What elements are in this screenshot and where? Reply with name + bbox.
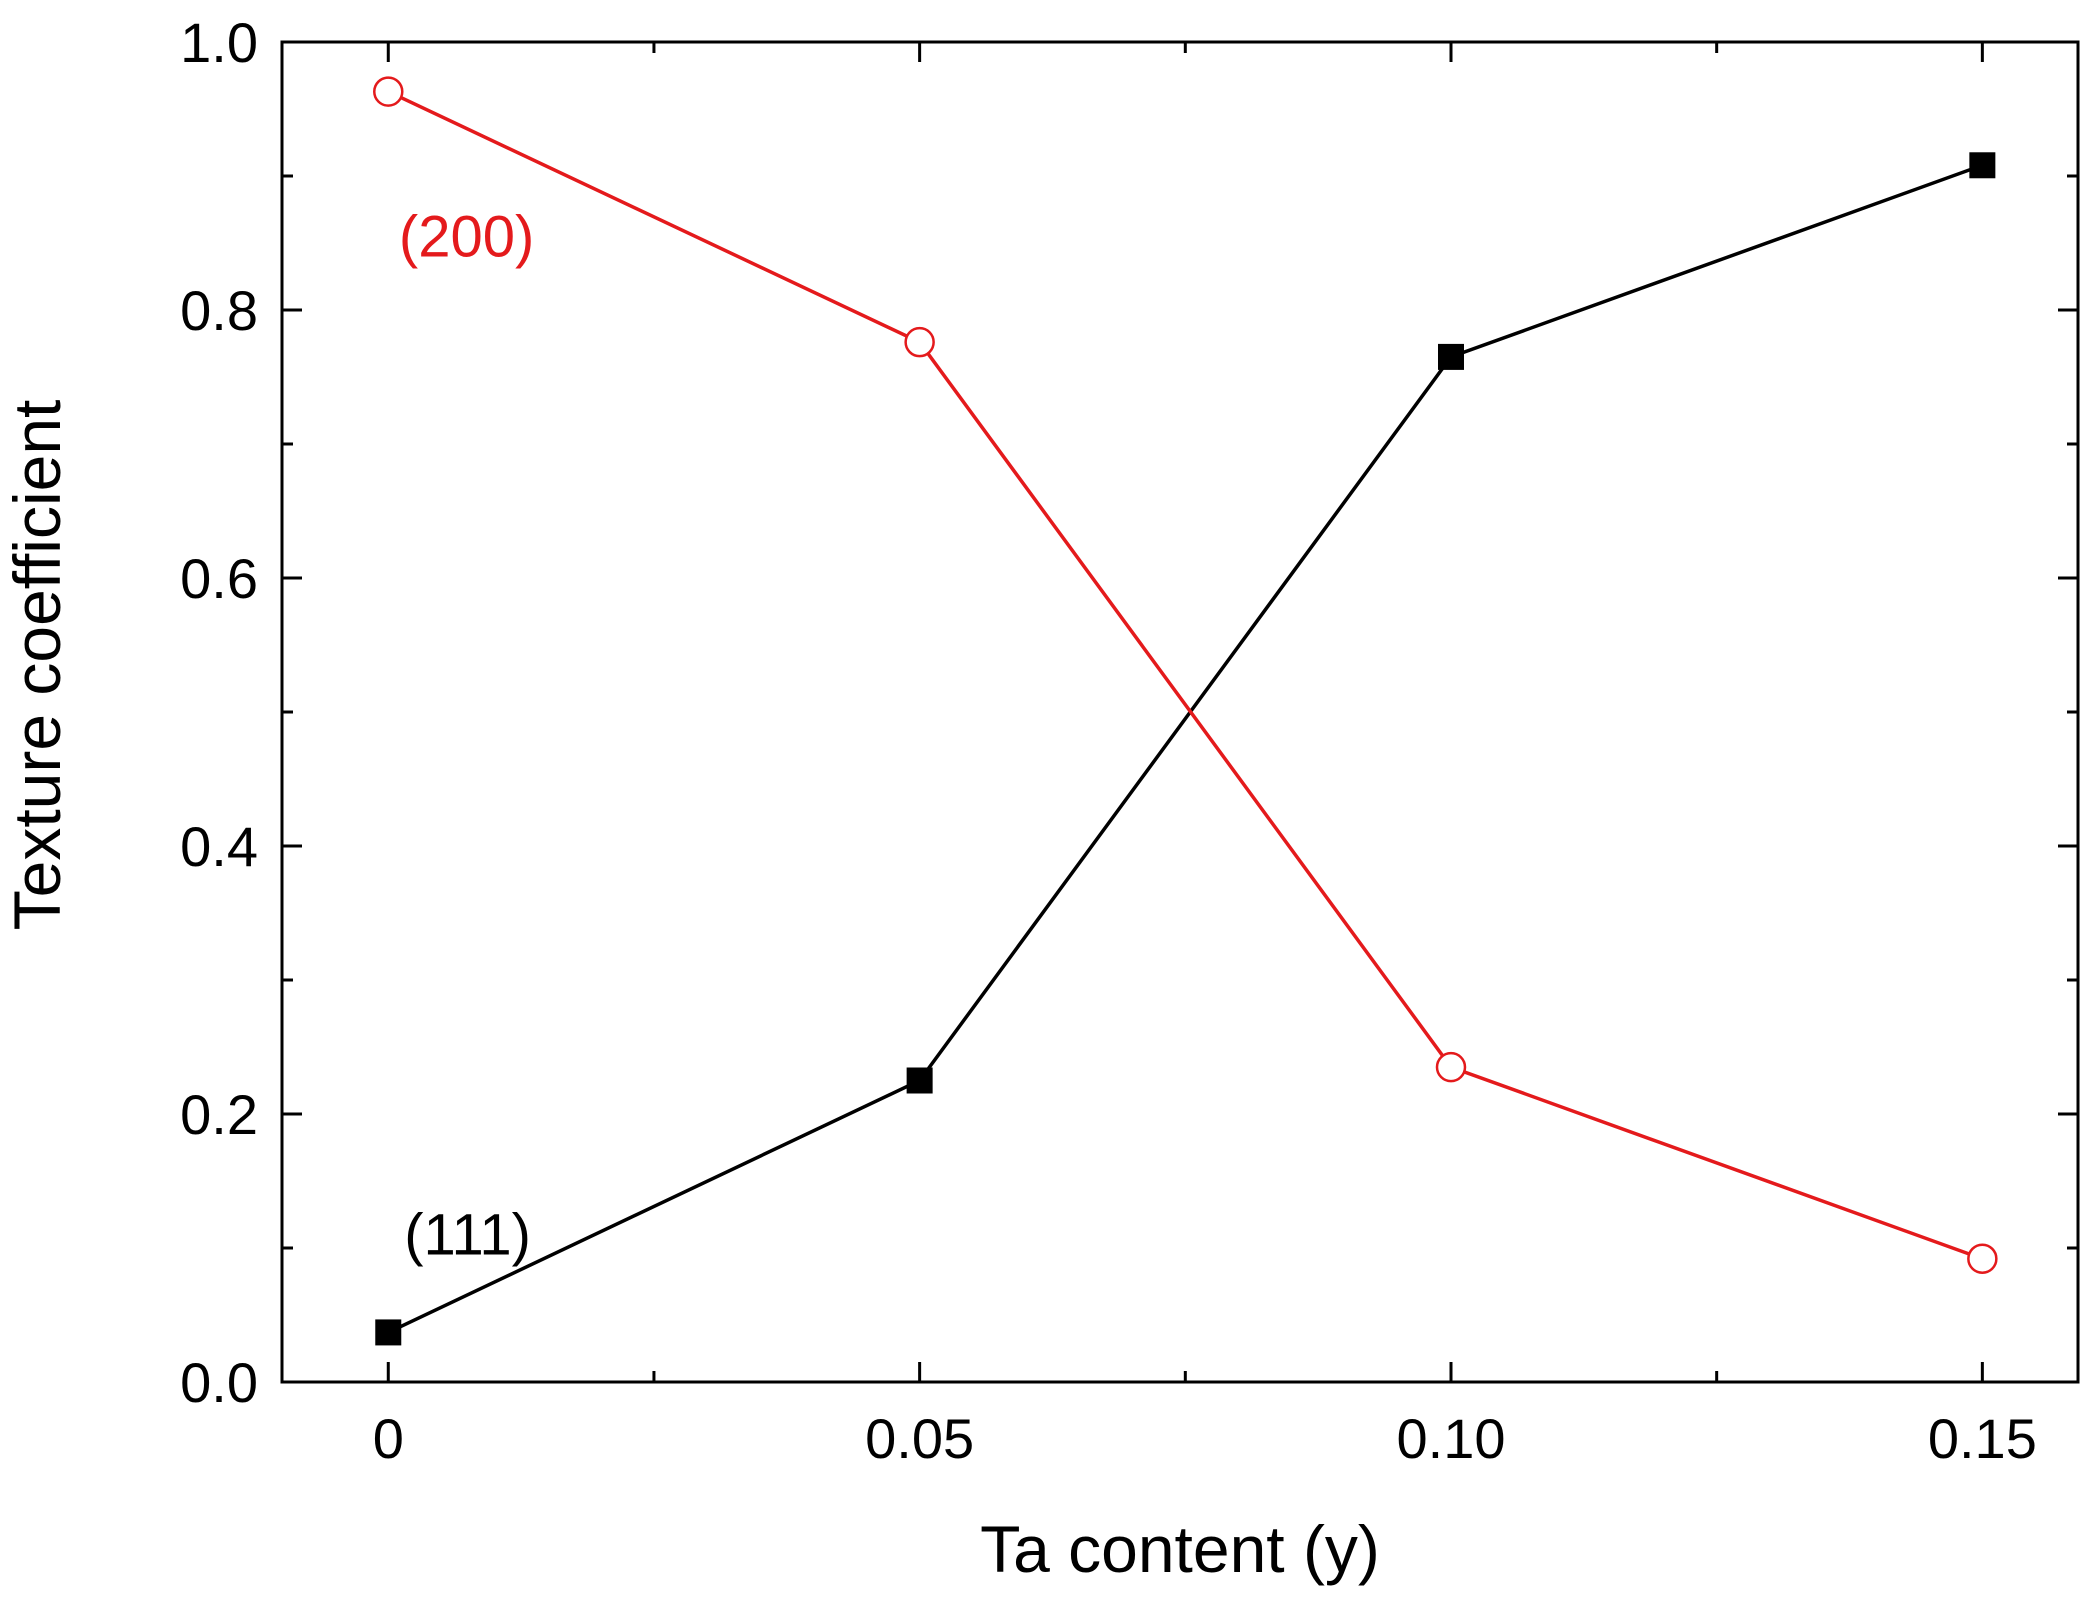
ticks-layer: 0 0.05 0.10 0.15 0.0 0.2 0.4 0.6 0.8 1.0 [180, 11, 2078, 1470]
series-line [387, 89, 1983, 1261]
x-tick-label: 0.10 [1396, 1407, 1505, 1470]
data-point-square [906, 1067, 933, 1094]
y-tick-label: 0.4 [180, 815, 258, 878]
x-tick-label: 0.05 [865, 1407, 974, 1470]
plot-frame [280, 40, 2080, 1384]
series-layer: (111) (200) [373, 76, 1998, 1346]
data-point-square [1969, 152, 1996, 179]
series-line [387, 163, 1983, 1335]
series-1: (200) [373, 76, 1998, 1274]
y-tick-label: 0.0 [180, 1351, 258, 1414]
y-axis-label: Texture coefficient [0, 400, 74, 931]
y-tick-label: 1.0 [180, 11, 258, 74]
x-tick-label: 0 [373, 1407, 404, 1470]
series-label: (200) [399, 204, 534, 269]
y-tick-label: 0.8 [180, 279, 258, 342]
plot-area [280, 40, 2080, 1384]
x-tick-label: 0.15 [1928, 1407, 2037, 1470]
data-point-circle [904, 326, 935, 358]
series-0: (111) [375, 152, 1996, 1346]
data-point-square [375, 1319, 402, 1346]
y-tick-label: 0.6 [180, 547, 258, 610]
data-point-square [1437, 343, 1464, 370]
series-label: (111) [404, 1203, 531, 1268]
data-point-circle [1967, 1243, 1998, 1274]
data-point-circle [1435, 1051, 1467, 1083]
x-axis-label: Ta content (y) [980, 1512, 1380, 1586]
data-point-circle [373, 76, 404, 107]
y-tick-label: 0.2 [180, 1083, 258, 1146]
